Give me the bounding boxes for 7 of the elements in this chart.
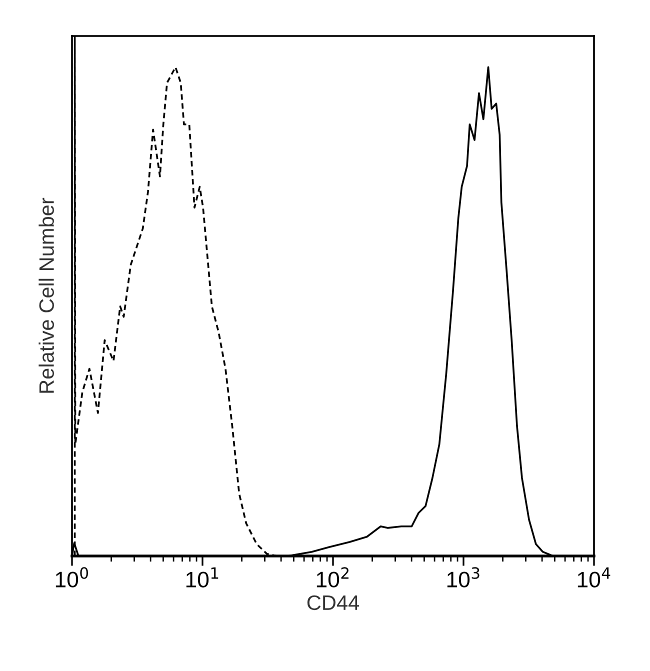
x-axis-title: CD44	[307, 595, 360, 610]
x-tick-label: 10$^{3}$	[447, 567, 480, 588]
y-axis-title: Relative Cell Number	[38, 198, 54, 393]
x-tick-label: 10$^{4}$	[578, 567, 610, 588]
x-tick-label: 10$^{2}$	[316, 567, 348, 588]
x-tick-label: 10$^{1}$	[186, 567, 218, 588]
x-tick-label: 10$^{0}$	[56, 567, 88, 588]
